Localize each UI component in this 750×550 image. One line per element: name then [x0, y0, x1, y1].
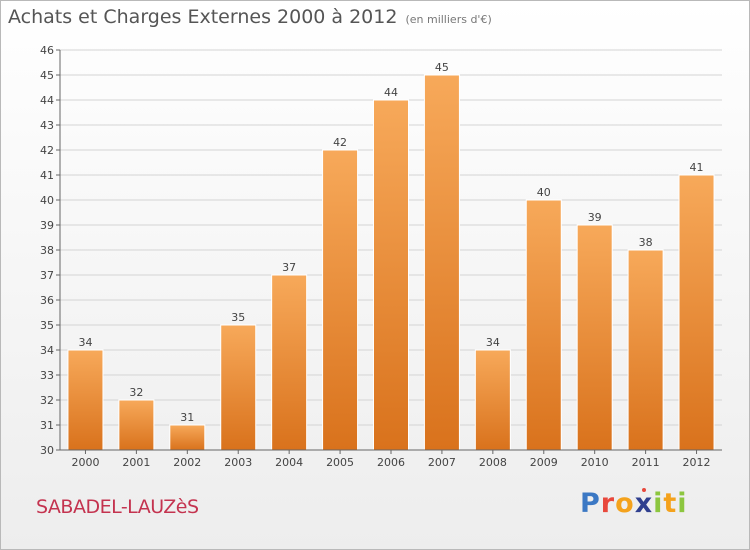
bar [525, 199, 562, 451]
data-label: 31 [180, 411, 194, 424]
x-tick-label: 2003 [224, 456, 252, 469]
x-tick-label: 2002 [173, 456, 201, 469]
y-tick-label: 35 [40, 319, 54, 332]
bar [118, 399, 155, 451]
logo-letter: i [677, 488, 688, 519]
data-label: 39 [588, 211, 602, 224]
bar [576, 224, 613, 451]
bar [67, 349, 104, 451]
x-tick-label: 2006 [377, 456, 405, 469]
bar [271, 274, 308, 451]
y-tick-label: 45 [40, 69, 54, 82]
y-tick-label: 31 [40, 419, 54, 432]
y-tick-label: 37 [40, 269, 54, 282]
x-tick-label: 2007 [428, 456, 456, 469]
y-tick-label: 30 [40, 444, 54, 457]
bars [67, 74, 715, 451]
data-label: 34 [78, 336, 92, 349]
y-tick-label: 38 [40, 244, 54, 257]
y-tick-label: 43 [40, 119, 54, 132]
chart-title-block: Achats et Charges Externes 2000 à 2012 (e… [8, 6, 492, 28]
logo-letter: x [634, 488, 654, 519]
logo-letter: r [600, 488, 616, 519]
data-label: 41 [690, 161, 704, 174]
logo-letter: P [580, 488, 601, 519]
data-label: 32 [129, 386, 143, 399]
bar [220, 324, 257, 451]
y-tick-label: 40 [40, 194, 54, 207]
chart-title: Achats et Charges Externes 2000 à 2012 [8, 6, 398, 28]
x-tick-label: 2010 [581, 456, 609, 469]
logo-letter: t [663, 488, 678, 519]
y-tick-label: 44 [40, 94, 54, 107]
bar [169, 424, 206, 451]
y-tick-label: 41 [40, 169, 54, 182]
data-label: 37 [282, 261, 296, 274]
data-label: 45 [435, 61, 449, 74]
x-tick-label: 2011 [632, 456, 660, 469]
bar [373, 99, 409, 451]
y-tick-label: 39 [40, 219, 54, 232]
data-label: 35 [231, 311, 245, 324]
logo-letter: i [653, 488, 664, 519]
y-tick-label: 32 [40, 394, 54, 407]
bar [423, 74, 460, 451]
x-tick-label: 2005 [326, 456, 354, 469]
labels: 30 31 32 33 34 35 36 37 38 39 40 41 42 43 44 45 46 34 2000… [40, 44, 711, 469]
y-tick-label: 34 [40, 344, 54, 357]
place-name: SABADEL-LAUZèS [36, 496, 199, 518]
data-label: 38 [639, 236, 653, 249]
y-tick-label: 36 [40, 294, 54, 307]
data-label: 44 [384, 86, 398, 99]
x-tick-label: 2000 [71, 456, 99, 469]
y-tick-label: 42 [40, 144, 54, 157]
proxiti-logo: Proxiti [580, 488, 688, 522]
bar [322, 149, 359, 451]
y-tick-label: 46 [40, 44, 54, 57]
x-tick-label: 2001 [122, 456, 150, 469]
bar [474, 349, 511, 451]
data-label: 42 [333, 136, 347, 149]
data-label: 34 [486, 336, 500, 349]
x-tick-label: 2004 [275, 456, 303, 469]
chart-subtitle: (en milliers d'€) [405, 13, 492, 26]
x-tick-label: 2012 [683, 456, 711, 469]
x-tick-label: 2009 [530, 456, 558, 469]
bar [627, 249, 664, 451]
y-tick-label: 33 [40, 369, 54, 382]
axes [56, 49, 722, 454]
logo-letter: o [615, 488, 635, 519]
bar [678, 174, 715, 451]
x-tick-label: 2008 [479, 456, 507, 469]
data-label: 40 [537, 186, 551, 199]
